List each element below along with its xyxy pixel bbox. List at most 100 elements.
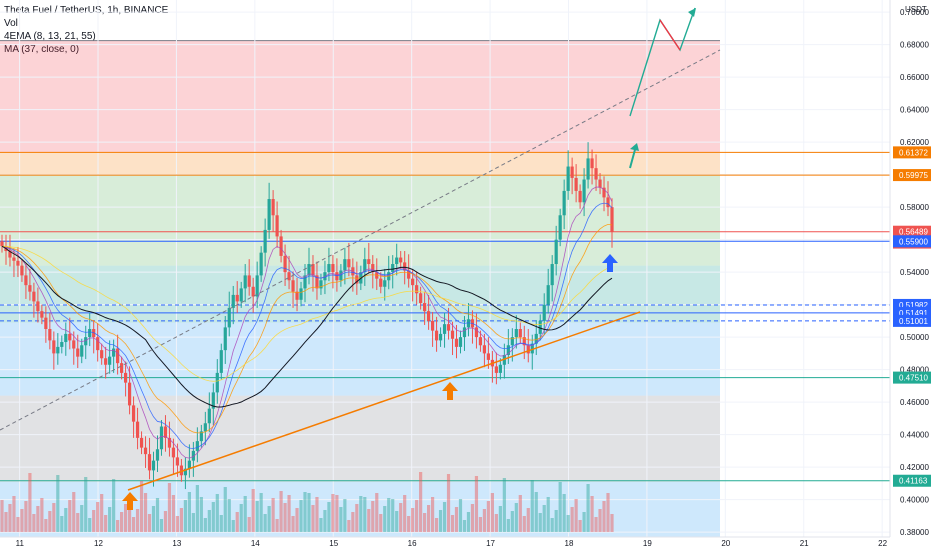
candle-body xyxy=(506,345,510,356)
volume-bar xyxy=(598,509,602,532)
volume-bar xyxy=(179,508,184,532)
candle-body xyxy=(231,294,235,308)
candle-body xyxy=(419,293,423,304)
candlestick-series xyxy=(0,142,614,490)
candle-body xyxy=(403,262,407,271)
candle-body xyxy=(263,229,267,253)
volume-bar xyxy=(76,513,80,532)
candle-body xyxy=(108,356,112,365)
candle-body xyxy=(566,166,570,191)
candle-body xyxy=(379,278,383,287)
candle-body xyxy=(199,431,203,442)
volume-bar xyxy=(223,487,227,532)
candle-body xyxy=(76,348,80,357)
x-tick-label: 20 xyxy=(721,539,730,548)
volume-bar xyxy=(259,493,263,532)
volume-bar xyxy=(582,512,586,532)
candle-body xyxy=(175,457,180,466)
volume-bar xyxy=(574,499,578,532)
candle-body xyxy=(335,272,339,281)
volume-bar xyxy=(143,493,148,532)
volume-bar xyxy=(538,513,542,532)
candle-body xyxy=(323,272,327,281)
price-label-7: 0.51001 xyxy=(899,317,928,326)
price-axis-bg xyxy=(890,0,932,550)
volume-bar xyxy=(151,506,156,532)
candle-body xyxy=(227,307,231,328)
candle-body xyxy=(12,257,16,261)
candle-body xyxy=(427,311,431,321)
y-tick-label: 0.54000 xyxy=(900,268,929,277)
volume-bar xyxy=(207,510,211,532)
x-tick-label: 22 xyxy=(878,539,887,548)
candle-body xyxy=(96,337,100,351)
candle-body xyxy=(570,166,574,178)
y-tick-label: 0.62000 xyxy=(900,138,929,147)
x-tick-label: 17 xyxy=(486,539,495,548)
volume-bar xyxy=(379,514,383,532)
volume-bar xyxy=(546,497,550,532)
volume-bar xyxy=(423,513,427,532)
volume-bar xyxy=(331,494,335,532)
candle-body xyxy=(279,236,283,256)
candle-body xyxy=(423,303,427,312)
volume-bar xyxy=(267,506,271,532)
volume-bar xyxy=(227,499,231,532)
volume-bar xyxy=(303,492,307,532)
price-label-bg xyxy=(893,474,931,487)
candle-body xyxy=(367,259,371,265)
volume-bar xyxy=(490,493,494,532)
volume-bar xyxy=(123,504,128,532)
candle-body xyxy=(478,337,483,346)
volume-bar xyxy=(586,484,590,532)
volume-bar xyxy=(247,517,251,532)
candle-body xyxy=(259,252,263,276)
volume-bar xyxy=(606,493,610,532)
volume-bar xyxy=(610,514,614,532)
moving-average-lines xyxy=(1,186,613,459)
candle-body xyxy=(494,366,498,373)
candle-body xyxy=(183,468,187,476)
candle-body xyxy=(303,275,307,289)
candle-body xyxy=(430,320,435,331)
volume-bar xyxy=(335,495,339,532)
candle-body xyxy=(40,311,44,318)
chart-drawings xyxy=(0,7,721,510)
candle-body xyxy=(155,449,160,461)
price-label-bg xyxy=(893,146,931,159)
volume-bar xyxy=(183,500,187,532)
volume-bar xyxy=(199,497,203,532)
volume-bar xyxy=(570,507,574,532)
volume-bar xyxy=(510,511,514,532)
volume-bar xyxy=(474,476,479,532)
volume-bar xyxy=(52,503,56,532)
volume-bar xyxy=(454,507,459,532)
ema-8-line xyxy=(1,186,613,459)
candle-body xyxy=(191,450,195,461)
volume-bar xyxy=(159,519,164,532)
x-tick-label: 21 xyxy=(800,539,809,548)
candle-body xyxy=(56,346,60,354)
volume-bar xyxy=(167,483,172,532)
volume-bar xyxy=(96,502,100,532)
volume-bar xyxy=(4,512,8,532)
candle-body xyxy=(60,342,64,347)
candle-body xyxy=(586,158,590,180)
volume-bar xyxy=(40,498,44,532)
candle-body xyxy=(299,288,303,300)
volume-bar xyxy=(578,520,582,532)
candle-body xyxy=(395,257,399,265)
candle-body xyxy=(458,337,463,347)
volume-bar xyxy=(155,498,160,532)
zone-4 xyxy=(0,322,720,396)
candle-body xyxy=(179,465,184,476)
y-tick-label: 0.58000 xyxy=(900,203,929,212)
candle-body xyxy=(243,275,247,289)
x-tick-label: 15 xyxy=(329,539,338,548)
legend-symbol: Theta Fuel / TetherUS, 1h, BINANCE xyxy=(4,5,169,16)
candle-body xyxy=(24,275,28,286)
volume-bar xyxy=(239,504,243,532)
candle-body xyxy=(127,382,132,406)
volume-bar xyxy=(48,511,52,532)
